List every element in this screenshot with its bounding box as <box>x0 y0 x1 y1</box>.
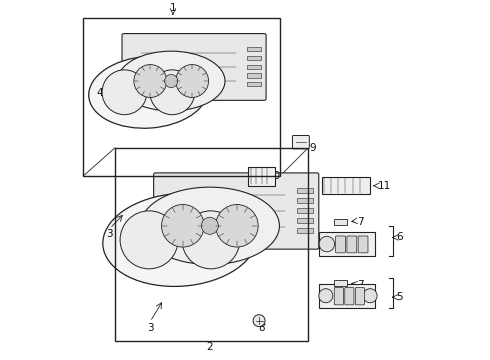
Text: 3: 3 <box>147 323 153 333</box>
FancyBboxPatch shape <box>334 219 347 225</box>
FancyBboxPatch shape <box>355 288 365 305</box>
FancyBboxPatch shape <box>247 47 261 51</box>
FancyBboxPatch shape <box>334 288 343 305</box>
Circle shape <box>319 289 333 303</box>
Circle shape <box>319 236 335 252</box>
Circle shape <box>363 289 377 303</box>
FancyBboxPatch shape <box>154 173 319 249</box>
Circle shape <box>165 75 178 87</box>
FancyBboxPatch shape <box>247 56 261 60</box>
Text: 8: 8 <box>259 323 265 333</box>
FancyBboxPatch shape <box>247 64 261 69</box>
Text: 3: 3 <box>106 229 113 239</box>
FancyBboxPatch shape <box>297 188 313 193</box>
Circle shape <box>182 211 240 269</box>
FancyBboxPatch shape <box>297 198 313 203</box>
Ellipse shape <box>118 51 225 111</box>
FancyBboxPatch shape <box>319 232 375 256</box>
FancyBboxPatch shape <box>358 236 368 253</box>
Text: 5: 5 <box>396 292 403 302</box>
Text: 2: 2 <box>207 342 213 352</box>
Circle shape <box>134 64 167 98</box>
FancyBboxPatch shape <box>319 284 375 308</box>
Circle shape <box>216 204 258 247</box>
FancyBboxPatch shape <box>247 82 261 86</box>
FancyBboxPatch shape <box>336 236 345 253</box>
FancyBboxPatch shape <box>345 288 354 305</box>
Text: 11: 11 <box>378 181 391 191</box>
Text: 7: 7 <box>357 280 364 290</box>
Text: 10: 10 <box>268 171 281 181</box>
FancyBboxPatch shape <box>297 208 313 213</box>
Circle shape <box>120 211 178 269</box>
Circle shape <box>150 70 195 115</box>
Ellipse shape <box>103 193 257 287</box>
Ellipse shape <box>140 187 279 265</box>
Text: 7: 7 <box>357 217 364 226</box>
FancyBboxPatch shape <box>297 218 313 223</box>
Text: 1: 1 <box>170 3 176 13</box>
Circle shape <box>253 315 265 327</box>
FancyBboxPatch shape <box>297 228 313 233</box>
FancyBboxPatch shape <box>334 280 347 286</box>
Circle shape <box>176 64 209 98</box>
Ellipse shape <box>89 56 208 128</box>
FancyBboxPatch shape <box>248 167 275 186</box>
Text: 6: 6 <box>396 233 403 242</box>
Text: 9: 9 <box>309 143 316 153</box>
FancyBboxPatch shape <box>347 236 357 253</box>
FancyBboxPatch shape <box>247 73 261 77</box>
Circle shape <box>102 70 147 115</box>
FancyBboxPatch shape <box>321 177 370 194</box>
Text: 4: 4 <box>97 88 103 98</box>
FancyBboxPatch shape <box>293 135 309 149</box>
Circle shape <box>162 204 204 247</box>
Circle shape <box>201 217 219 234</box>
FancyBboxPatch shape <box>122 33 266 100</box>
